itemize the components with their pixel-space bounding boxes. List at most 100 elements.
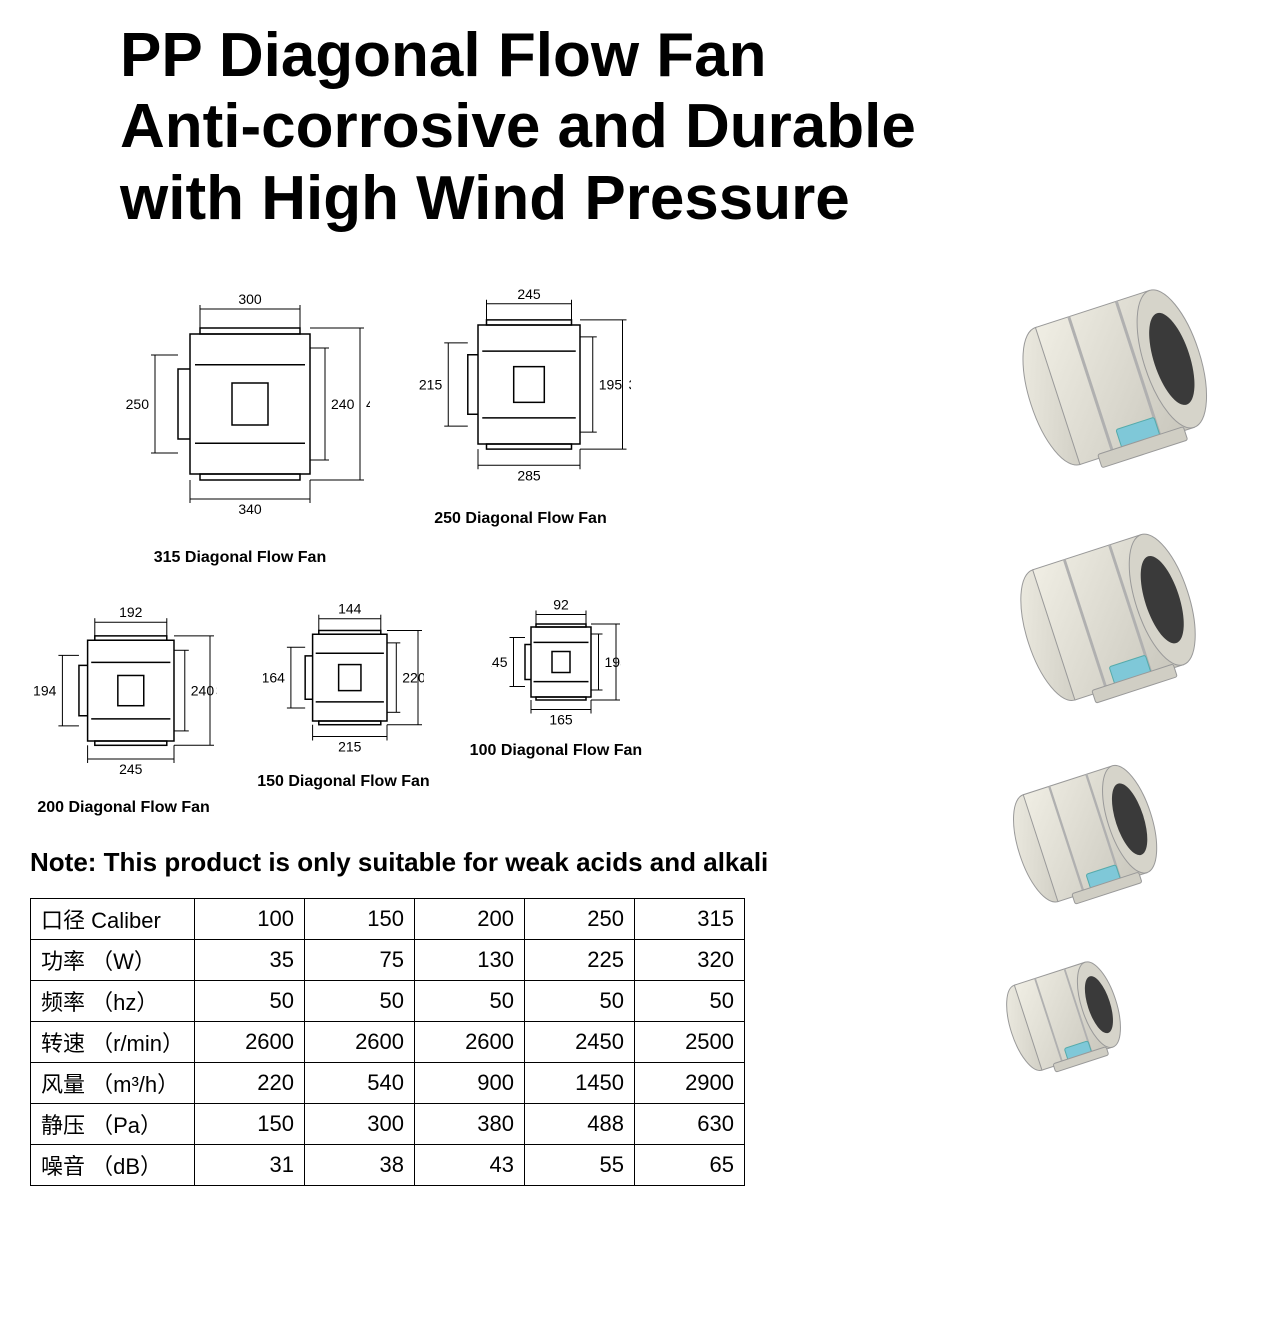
diagrams-row-1: 300 340 250 240 450 315 Diagonal Flow Fan 24… [30, 274, 980, 567]
row-label: 静压 （Pa） [31, 1104, 195, 1145]
diagram-svg: 92165145195245 [491, 597, 621, 727]
cell-value: 150 [195, 1104, 305, 1145]
cell-value: 2500 [635, 1022, 745, 1063]
diagram-label: 250 Diagonal Flow Fan [410, 510, 631, 528]
svg-text:164: 164 [263, 669, 285, 685]
svg-text:215: 215 [419, 376, 443, 392]
table-row: 静压 （Pa）150300380488630 [31, 1104, 745, 1145]
title-line-2: Anti-corrosive and Durable [120, 92, 916, 161]
cell-value: 50 [305, 981, 415, 1022]
svg-text:300: 300 [216, 682, 217, 698]
svg-text:250: 250 [126, 396, 150, 412]
diagram-block: 92165145195245 100 Diagonal Flow Fan [470, 597, 642, 817]
title-line-3: with High Wind Pressure [120, 164, 850, 233]
cell-value: 540 [305, 1063, 415, 1104]
diagram-svg: 144215164220310 [263, 597, 424, 758]
cell-value: 50 [415, 981, 525, 1022]
product-photo-svg [980, 519, 1227, 719]
svg-text:195: 195 [604, 654, 621, 670]
svg-text:215: 215 [338, 738, 362, 754]
cell-value: 35 [195, 940, 305, 981]
cell-value: 150 [305, 899, 415, 940]
diagram-label: 150 Diagonal Flow Fan [257, 773, 429, 791]
cell-value: 2900 [635, 1063, 745, 1104]
cell-value: 65 [635, 1145, 745, 1186]
product-photo [980, 519, 1280, 724]
row-label: 口径 Caliber [31, 899, 195, 940]
diagram-block: 192 245 194 240300 200 Diagonal Flow Fan [30, 597, 217, 817]
diagram-svg: 192 245 194 240300 [30, 597, 217, 784]
diagram-label: 200 Diagonal Flow Fan [30, 799, 217, 817]
table-row: 风量 （m³/h）22054090014502900 [31, 1063, 745, 1104]
product-photo [980, 753, 1280, 922]
cell-value: 55 [525, 1145, 635, 1186]
cell-value: 315 [635, 899, 745, 940]
cell-value: 75 [305, 940, 415, 981]
cell-value: 2600 [415, 1022, 525, 1063]
cell-value: 38 [305, 1145, 415, 1186]
diagram-block: 245 285 215 195 385 250 Diagonal Flow Fan [410, 274, 631, 567]
cell-value: 50 [635, 981, 745, 1022]
svg-text:92: 92 [553, 597, 569, 613]
product-photo-svg [980, 753, 1183, 917]
svg-text:220: 220 [402, 669, 424, 685]
cell-value: 130 [415, 940, 525, 981]
cell-value: 220 [195, 1063, 305, 1104]
table-row: 转速 （r/min）26002600260024502500 [31, 1022, 745, 1063]
diagram-block: 144215164220310 150 Diagonal Flow Fan [257, 597, 429, 817]
diagram-label: 315 Diagonal Flow Fan [110, 549, 370, 567]
table-row: 噪音 （dB）3138435565 [31, 1145, 745, 1186]
diagram-svg: 300 340 250 240 450 [110, 274, 370, 534]
svg-text:240: 240 [191, 682, 215, 698]
svg-text:195: 195 [599, 376, 623, 392]
svg-text:340: 340 [238, 501, 262, 517]
svg-text:385: 385 [629, 376, 632, 392]
cell-value: 630 [635, 1104, 745, 1145]
cell-value: 2600 [305, 1022, 415, 1063]
cell-value: 1450 [525, 1063, 635, 1104]
product-photos-column [980, 274, 1280, 1117]
cell-value: 2600 [195, 1022, 305, 1063]
svg-text:240: 240 [331, 396, 355, 412]
cell-value: 200 [415, 899, 525, 940]
cell-value: 50 [195, 981, 305, 1022]
table-row: 频率 （hz）5050505050 [31, 981, 745, 1022]
table-row: 功率 （W）3575130225320 [31, 940, 745, 981]
cell-value: 488 [525, 1104, 635, 1145]
cell-value: 31 [195, 1145, 305, 1186]
cell-value: 2450 [525, 1022, 635, 1063]
spec-table: 口径 Caliber100150200250315功率 （W）357513022… [30, 898, 745, 1186]
cell-value: 50 [525, 981, 635, 1022]
svg-text:450: 450 [366, 396, 370, 412]
cell-value: 900 [415, 1063, 525, 1104]
row-label: 转速 （r/min） [31, 1022, 195, 1063]
svg-text:245: 245 [119, 761, 143, 777]
svg-text:285: 285 [517, 467, 541, 483]
svg-text:145: 145 [491, 654, 508, 670]
cell-value: 225 [525, 940, 635, 981]
cell-value: 100 [195, 899, 305, 940]
svg-text:300: 300 [238, 291, 262, 307]
diagram-label: 100 Diagonal Flow Fan [470, 742, 642, 760]
cell-value: 300 [305, 1104, 415, 1145]
title-line-1: PP Diagonal Flow Fan [120, 21, 767, 90]
product-photo [980, 274, 1280, 489]
svg-text:194: 194 [33, 682, 57, 698]
cell-value: 43 [415, 1145, 525, 1186]
product-photo-svg [980, 952, 1141, 1082]
diagram-svg: 245 285 215 195 385 [410, 274, 631, 495]
product-photo-svg [980, 274, 1240, 484]
note-text: Note: This product is only suitable for … [30, 847, 980, 878]
diagram-block: 300 340 250 240 450 315 Diagonal Flow Fan [110, 274, 370, 567]
page-title: PP Diagonal Flow Fan Anti-corrosive and … [120, 20, 1280, 234]
cell-value: 320 [635, 940, 745, 981]
svg-text:144: 144 [338, 601, 362, 617]
svg-text:192: 192 [119, 604, 143, 620]
table-row: 口径 Caliber100150200250315 [31, 899, 745, 940]
svg-text:245: 245 [517, 286, 541, 302]
cell-value: 380 [415, 1104, 525, 1145]
cell-value: 250 [525, 899, 635, 940]
row-label: 频率 （hz） [31, 981, 195, 1022]
row-label: 功率 （W） [31, 940, 195, 981]
diagrams-row-2: 192 245 194 240300 200 Diagonal Flow Fan 14… [30, 597, 980, 817]
